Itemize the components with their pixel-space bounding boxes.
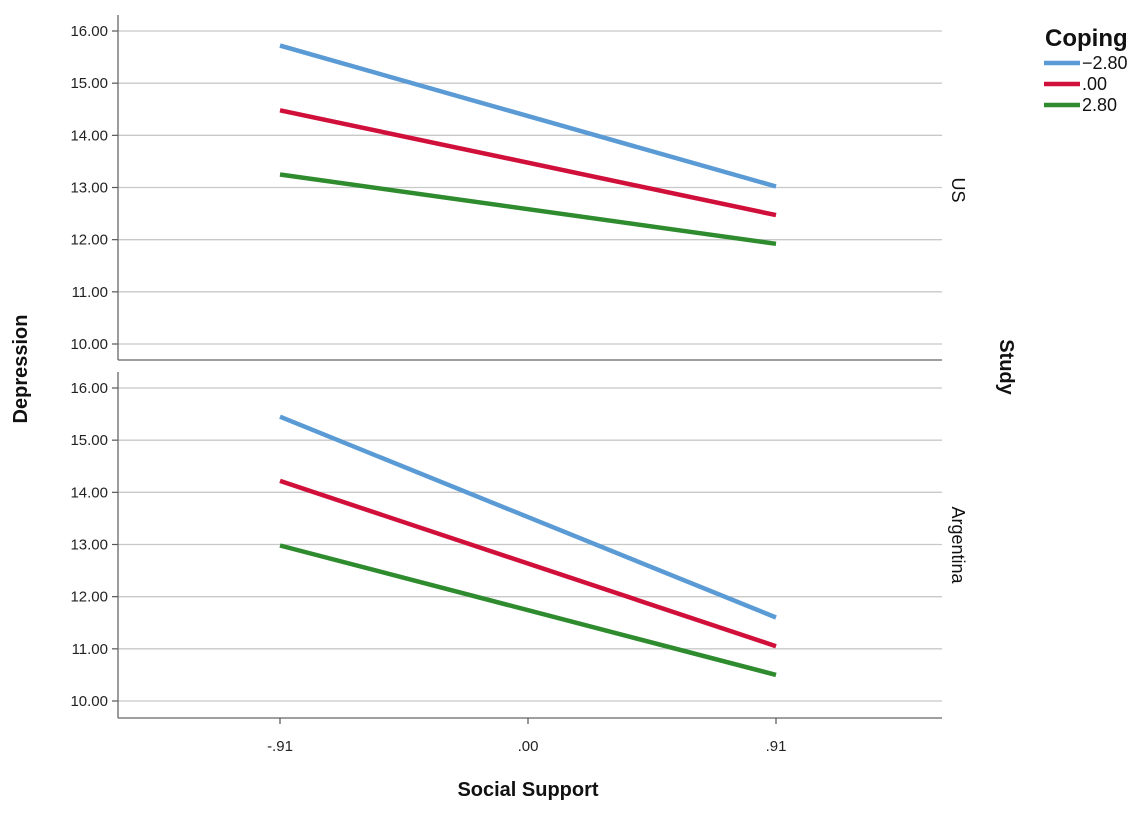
legend: Coping −2.80.002.80 (1044, 25, 1128, 115)
y-tick-label: 13.00 (70, 537, 108, 554)
x-tick-label: .91 (766, 738, 787, 755)
axis-layer (112, 15, 942, 724)
y-tick-label: 11.00 (72, 641, 108, 658)
y-axis-title: Depression (10, 315, 32, 424)
legend-label: −2.80 (1082, 53, 1128, 73)
y-tick-label: 14.00 (70, 484, 108, 501)
y-tick-label: 13.00 (70, 180, 108, 197)
grid-layer (118, 30, 942, 702)
y-tick-label: 10.00 (70, 336, 108, 353)
x-axis-title: Social Support (457, 779, 598, 801)
y-tick-label: 14.00 (70, 127, 108, 144)
x-tick-label: .00 (518, 738, 539, 755)
panel-label: Argentina (948, 506, 968, 584)
legend-label: 2.80 (1082, 95, 1117, 115)
legend-title: Coping (1045, 25, 1128, 52)
series-line (279, 543, 777, 678)
x-tick-label: -.91 (267, 738, 293, 755)
facet-title: Study (995, 339, 1017, 395)
y-tick-label: 15.00 (70, 75, 108, 92)
series-line (279, 478, 777, 649)
series-layer (279, 43, 777, 678)
y-tick-label: 16.00 (70, 380, 108, 397)
y-tick-label: 11.00 (72, 284, 108, 301)
y-tick-label: 16.00 (70, 23, 108, 40)
y-tick-label: 12.00 (70, 589, 108, 606)
label-layer: 10.00 11.00 12.00 13.00 14.00 15.00 16.00 US 10.… (70, 23, 968, 755)
series-line (279, 108, 777, 218)
y-tick-label: 10.00 (70, 693, 108, 710)
y-tick-label: 15.00 (70, 432, 108, 449)
panel-label: US (948, 177, 968, 202)
legend-label: .00 (1082, 74, 1107, 94)
series-line (279, 172, 777, 247)
series-line (279, 43, 777, 189)
legend-entries: −2.80.002.80 (1044, 53, 1128, 115)
series-line (279, 414, 777, 620)
y-tick-label: 12.00 (70, 232, 108, 249)
